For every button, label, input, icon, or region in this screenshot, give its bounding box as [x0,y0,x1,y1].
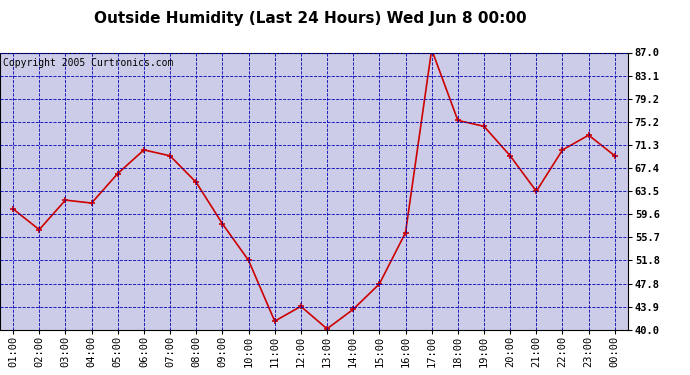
Text: Copyright 2005 Curtronics.com: Copyright 2005 Curtronics.com [3,58,173,68]
Text: Outside Humidity (Last 24 Hours) Wed Jun 8 00:00: Outside Humidity (Last 24 Hours) Wed Jun… [95,11,526,26]
